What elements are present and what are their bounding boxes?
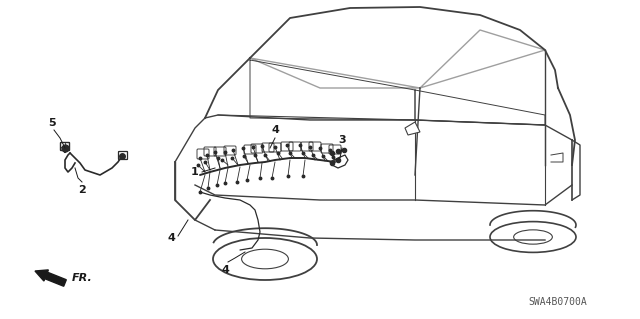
Text: 4: 4	[167, 233, 175, 243]
Text: 5: 5	[48, 118, 56, 128]
Text: 1: 1	[190, 167, 198, 177]
Text: SWA4B0700A: SWA4B0700A	[529, 297, 588, 307]
Text: 3: 3	[338, 135, 346, 145]
Text: 2: 2	[78, 185, 86, 195]
FancyArrow shape	[35, 270, 67, 286]
Polygon shape	[405, 122, 420, 135]
Text: 4: 4	[221, 265, 229, 275]
Text: 4: 4	[271, 125, 279, 135]
Text: FR.: FR.	[72, 273, 93, 283]
